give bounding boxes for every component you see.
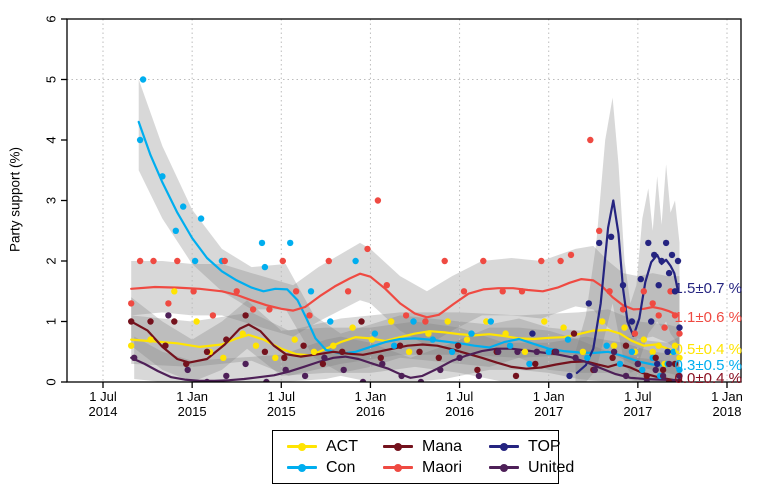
svg-text:1 Jan: 1 Jan [355,389,387,404]
svg-text:2016: 2016 [445,404,474,419]
svg-text:2014: 2014 [89,404,118,419]
legend-label-con: Con [326,458,356,476]
svg-text:2: 2 [44,257,59,264]
legend-item-top: TOP [489,438,574,456]
svg-text:0: 0 [44,378,59,385]
legend-item-act: ACT [287,438,383,456]
svg-text:1 Jan: 1 Jan [533,389,565,404]
svg-text:1 Jul: 1 Jul [446,389,474,404]
svg-text:2015: 2015 [178,404,207,419]
end-label-con: 0.3±0.5 % [674,357,742,374]
svg-text:2015: 2015 [267,404,296,419]
svg-text:5: 5 [44,76,59,83]
act-line-swatch [287,442,317,451]
svg-text:2017: 2017 [534,404,563,419]
end-label-top: 1.5±0.7 % [674,280,742,297]
end-label-maori: 1.1±0.6 % [674,309,742,326]
legend-item-maori: Maori [383,459,489,477]
svg-text:1 Jul: 1 Jul [268,389,296,404]
svg-text:3: 3 [44,197,59,204]
svg-text:2017: 2017 [623,404,652,419]
svg-text:1 Jul: 1 Jul [89,389,117,404]
end-label-mana: 0.0±0.4 % [674,370,742,387]
con-line-swatch [287,463,317,472]
svg-text:2018: 2018 [713,404,742,419]
legend-item-united: United [489,459,574,477]
svg-text:6: 6 [44,15,59,22]
end-label-act: 0.5±0.4 % [674,341,742,358]
svg-text:2016: 2016 [356,404,385,419]
legend-label-act: ACT [326,437,358,455]
legend-label-mana: Mana [422,437,463,455]
legend-item-con: Con [287,459,383,477]
svg-text:1: 1 [44,318,59,325]
mana-line-swatch [383,442,413,451]
maori-line-swatch [383,463,413,472]
united-line-swatch [489,463,519,472]
legend-label-united: United [528,458,575,476]
legend-item-mana: Mana [383,438,489,456]
y-axis-title: Party support (%) [7,146,23,253]
svg-text:1 Jan: 1 Jan [176,389,208,404]
legend-label-top: TOP [528,437,561,455]
top-line-swatch [489,442,519,451]
svg-text:1 Jul: 1 Jul [624,389,652,404]
svg-text:1 Jan: 1 Jan [711,389,743,404]
legend-label-maori: Maori [422,458,463,476]
legend: ACT Mana TOP Con Maori United [272,430,574,484]
svg-text:4: 4 [44,136,59,143]
